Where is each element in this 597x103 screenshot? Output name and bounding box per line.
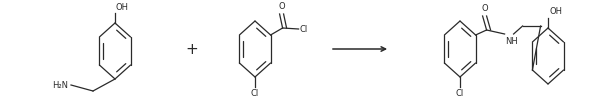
Text: Cl: Cl [456,89,464,98]
Text: O: O [481,4,488,13]
Text: Cl: Cl [251,89,259,98]
Text: Cl: Cl [300,25,308,33]
Text: +: + [186,42,198,57]
Text: O: O [278,2,285,11]
Text: H₂N: H₂N [52,81,68,90]
Text: NH: NH [506,37,518,46]
Text: OH: OH [116,3,129,12]
Text: OH: OH [549,7,562,16]
